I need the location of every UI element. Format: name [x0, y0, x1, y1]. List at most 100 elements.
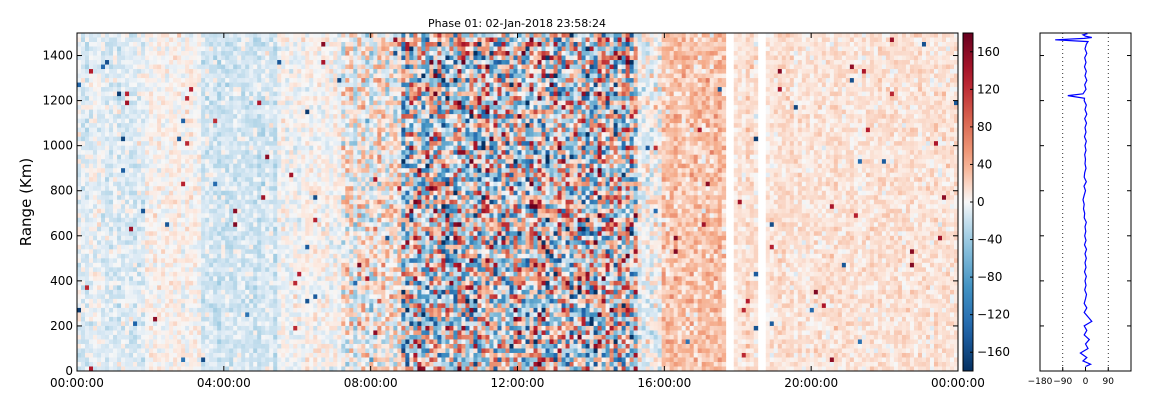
heatmap-cell — [285, 65, 289, 70]
heatmap-cell — [297, 65, 301, 70]
heatmap-cell — [213, 186, 217, 191]
heatmap-cell — [241, 330, 245, 335]
heatmap-cell — [133, 281, 137, 286]
heatmap-cell — [301, 65, 305, 70]
heatmap-cell — [161, 200, 165, 205]
heatmap-cell — [237, 267, 241, 272]
heatmap-cell — [145, 227, 149, 232]
heatmap-cell — [117, 155, 121, 160]
heatmap-cell — [189, 299, 193, 304]
heatmap-cell — [233, 362, 237, 367]
heatmap-cell — [113, 38, 117, 43]
heatmap-cell — [297, 326, 301, 331]
heatmap-cell — [125, 294, 129, 299]
heatmap-cell — [281, 132, 285, 137]
heatmap-cell — [97, 38, 101, 43]
heatmap-cell — [289, 96, 293, 101]
heatmap-cell — [193, 263, 197, 268]
heatmap-cell — [113, 312, 117, 317]
heatmap-cell — [213, 312, 217, 317]
heatmap-cell — [233, 339, 237, 344]
heatmap-cell — [209, 227, 213, 232]
heatmap-cell — [265, 123, 269, 128]
heatmap-cell — [89, 195, 93, 200]
heatmap-cell — [105, 245, 109, 250]
heatmap-cell — [257, 132, 261, 137]
heatmap-cell — [197, 240, 201, 245]
heatmap-cell — [233, 168, 237, 173]
heatmap-cell — [117, 150, 121, 155]
heatmap-cell — [285, 236, 289, 241]
heatmap-cell — [201, 38, 205, 43]
heatmap-cell — [189, 141, 193, 146]
heatmap-cell — [101, 114, 105, 119]
heatmap-cell — [217, 263, 221, 268]
heatmap-cell — [273, 164, 277, 169]
heatmap-cell — [169, 330, 173, 335]
heatmap-cell — [101, 258, 105, 263]
heatmap-cell — [277, 308, 281, 313]
heatmap-cell — [229, 141, 233, 146]
heatmap-cell — [137, 105, 141, 110]
heatmap-cell — [277, 240, 281, 245]
heatmap-cell — [209, 60, 213, 65]
heatmap-cell — [181, 83, 185, 88]
heatmap-cell — [117, 357, 121, 362]
heatmap-cell — [285, 357, 289, 362]
heatmap-cell — [141, 47, 145, 52]
heatmap-cell — [281, 299, 285, 304]
heatmap-cell — [145, 159, 149, 164]
heatmap-cell — [293, 348, 297, 353]
heatmap-cell — [77, 222, 81, 227]
heatmap-cell — [109, 236, 113, 241]
heatmap-cell — [113, 339, 117, 344]
heatmap-cell — [97, 119, 101, 124]
heatmap-cell — [113, 128, 117, 133]
heatmap-cell — [121, 132, 125, 137]
heatmap-cell — [113, 101, 117, 106]
heatmap-cell — [93, 186, 97, 191]
heatmap-cell — [173, 317, 177, 322]
heatmap-cell — [205, 281, 209, 286]
heatmap-cell — [197, 303, 201, 308]
heatmap-cell — [101, 186, 105, 191]
heatmap-cell — [245, 240, 249, 245]
heatmap-cell — [229, 42, 233, 47]
heatmap-cell — [149, 204, 153, 209]
heatmap-cell — [237, 173, 241, 178]
heatmap-cell — [197, 317, 201, 322]
heatmap-cell — [241, 362, 245, 367]
heatmap-cell — [117, 159, 121, 164]
heatmap-cell — [157, 218, 161, 223]
heatmap-cell — [197, 96, 201, 101]
heatmap-cell — [85, 272, 89, 277]
heatmap-cell — [269, 258, 273, 263]
heatmap-cell — [129, 132, 133, 137]
heatmap-cell — [285, 128, 289, 133]
heatmap-cell — [197, 33, 201, 38]
heatmap-cell — [233, 348, 237, 353]
heatmap-cell — [157, 276, 161, 281]
heatmap-cell — [157, 204, 161, 209]
heatmap-cell — [281, 182, 285, 187]
heatmap-cell — [181, 285, 185, 290]
heatmap-cell — [265, 164, 269, 169]
heatmap-cell — [169, 344, 173, 349]
heatmap-cell — [249, 65, 253, 70]
heatmap-cell — [153, 51, 157, 56]
heatmap-cell — [253, 213, 257, 218]
heatmap-cell — [181, 272, 185, 277]
heatmap-cell — [201, 245, 205, 250]
heatmap-cell — [289, 78, 293, 83]
heatmap-cell — [257, 236, 261, 241]
heatmap-cell — [161, 204, 165, 209]
heatmap-cell — [269, 245, 273, 250]
heatmap-cell — [209, 312, 213, 317]
heatmap-cell — [173, 227, 177, 232]
heatmap-cell — [185, 191, 189, 196]
heatmap-cell — [277, 164, 281, 169]
heatmap-cell — [121, 285, 125, 290]
heatmap-cell — [169, 227, 173, 232]
heatmap-cell — [213, 92, 217, 97]
heatmap-cell — [137, 177, 141, 182]
